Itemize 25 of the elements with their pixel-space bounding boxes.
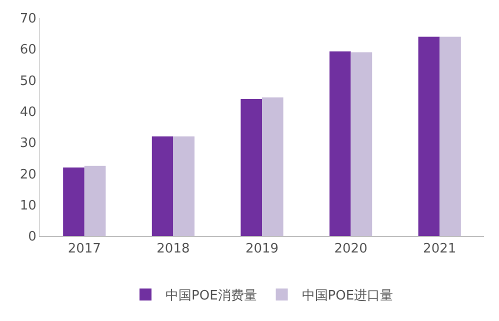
legend-label: 中国POE进口量 <box>302 288 394 304</box>
legend-label: 中国POE消费量 <box>166 288 257 304</box>
bar <box>63 167 84 236</box>
x-tick-label: 2020 <box>334 242 368 257</box>
y-tick-label: 60 <box>20 42 36 58</box>
y-tick-label: 20 <box>20 167 36 182</box>
bar <box>240 98 262 236</box>
bar <box>262 97 284 236</box>
x-tick-label: 2018 <box>156 242 190 257</box>
y-tick-label: 50 <box>20 74 36 89</box>
y-tick-label: 0 <box>28 230 36 245</box>
bar <box>152 136 174 236</box>
x-tick-label: 2019 <box>245 242 279 257</box>
bar <box>350 52 372 236</box>
y-tick-label: 40 <box>20 104 36 120</box>
x-tick-label: 2017 <box>68 242 101 257</box>
bar <box>173 136 195 236</box>
bar <box>440 36 461 236</box>
y-tick-label: 30 <box>20 136 36 152</box>
bar <box>418 36 440 236</box>
y-tick-label: 70 <box>20 12 36 27</box>
y-tick-label: 10 <box>20 198 36 214</box>
bar <box>84 166 106 236</box>
x-tick-label: 2021 <box>423 242 456 257</box>
bar <box>329 51 351 236</box>
